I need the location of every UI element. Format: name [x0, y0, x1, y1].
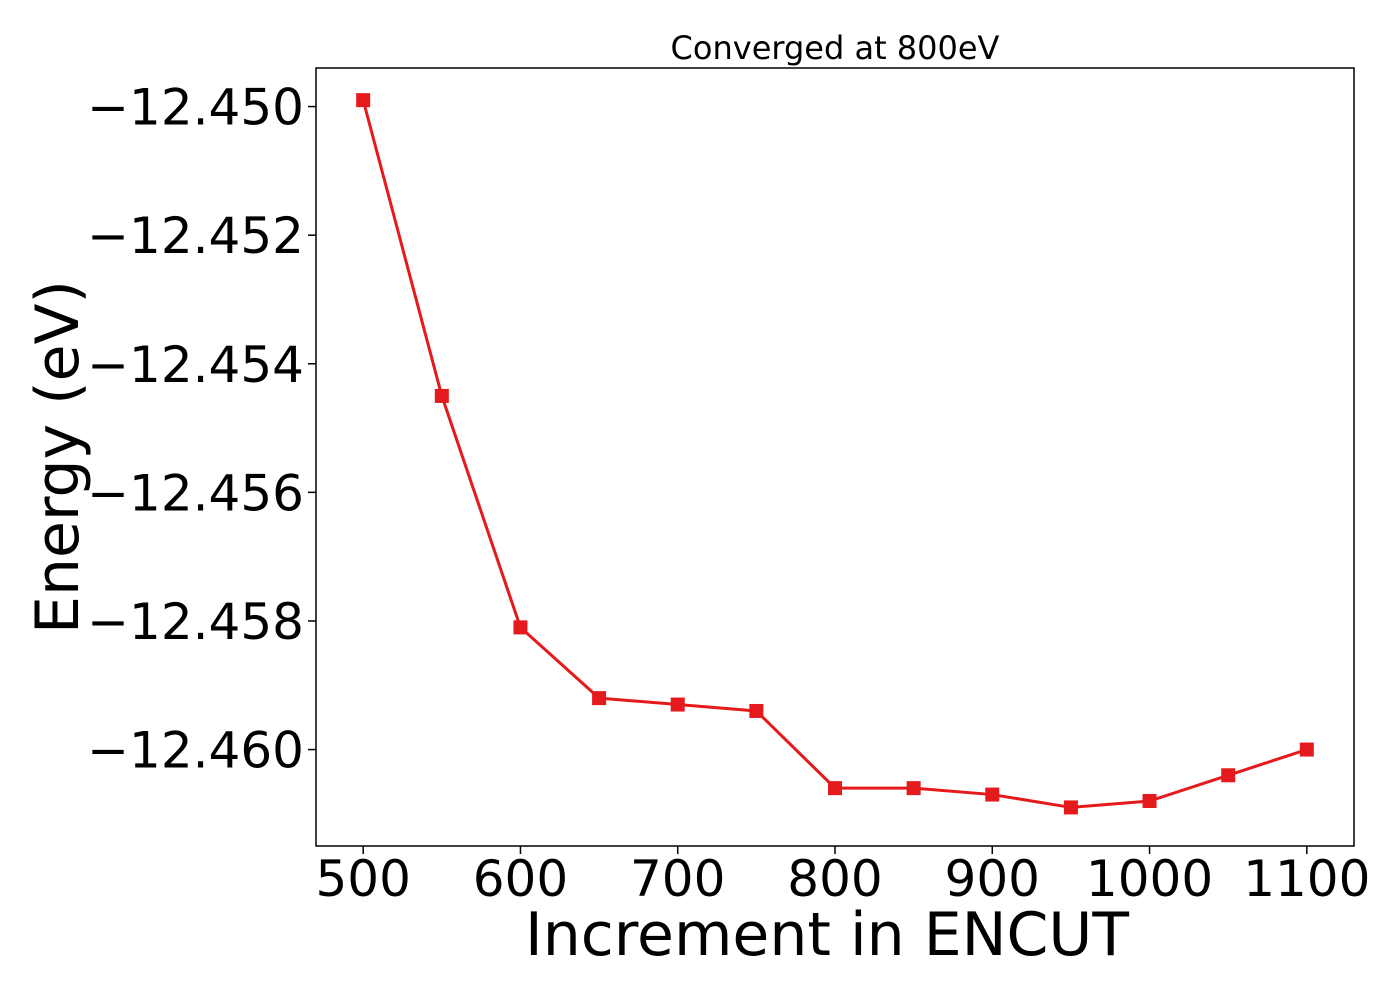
y-tick-label: −12.452 — [87, 207, 304, 265]
data-point — [828, 781, 842, 796]
data-point — [749, 703, 764, 718]
data-point — [356, 93, 371, 108]
x-tick-label: 1100 — [1243, 850, 1370, 908]
data-point — [1299, 742, 1314, 757]
x-tick-label: 500 — [315, 850, 410, 908]
data-point — [906, 781, 921, 796]
y-tick-label: −12.454 — [87, 336, 304, 394]
y-tick-label: −12.458 — [87, 593, 304, 651]
y-axis-label: Energy (eV) — [23, 280, 93, 634]
y-tick-label: −12.450 — [87, 79, 304, 137]
data-point — [1221, 768, 1236, 783]
x-axis: 500 600 700 800 900 1000 1100 — [315, 846, 1370, 908]
y-tick-label: −12.456 — [87, 464, 304, 522]
data-point — [513, 620, 528, 635]
data-point — [1063, 800, 1078, 815]
y-tick-label: −12.460 — [87, 722, 304, 780]
plot-area — [356, 93, 1314, 815]
x-tick-label: 700 — [630, 850, 725, 908]
plot-frame — [315, 67, 1355, 847]
x-tick-label: 1000 — [1086, 850, 1213, 908]
x-tick-label: 800 — [787, 850, 882, 908]
y-axis: −12.460 −12.458 −12.456 −12.454 −12.452 −12.4… — [87, 79, 316, 780]
data-point — [592, 691, 607, 706]
data-point — [985, 787, 1000, 802]
x-tick-label: 600 — [473, 850, 568, 908]
x-axis-label: Increment in ENCUT — [525, 900, 1129, 970]
data-point — [1142, 793, 1157, 808]
chart-title: Converged at 800eV — [671, 29, 1000, 67]
data-point — [670, 697, 685, 712]
x-tick-label: 900 — [945, 850, 1040, 908]
data-point — [434, 388, 449, 403]
series-line — [361, 99, 1308, 809]
